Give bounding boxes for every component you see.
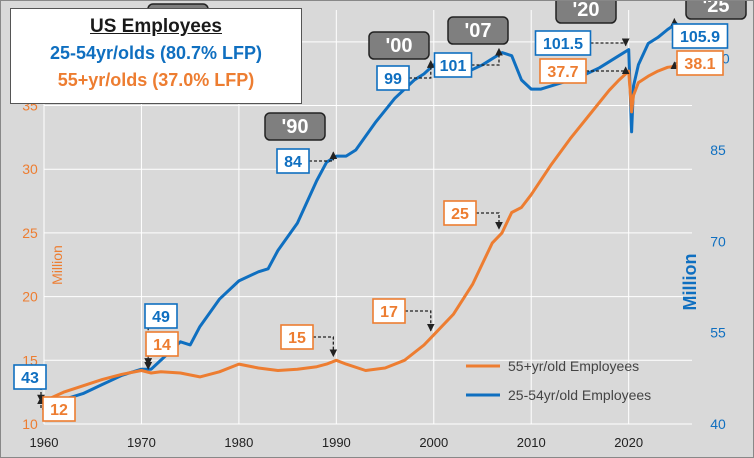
x-tick-label: 2020 [614,435,643,450]
left-tick-label: 20 [22,289,38,305]
older-value-callout-label: 14 [153,337,171,354]
year-callout-label: '07 [464,20,491,42]
prime-value-callout-leader [309,151,338,162]
prime-value-callout-label: 99 [384,71,402,88]
older-value-callout-label: 25 [451,206,469,223]
title-box: US Employees 25-54yr/olds (80.7% LFP) 55… [10,8,302,104]
year-callout-box [685,0,747,20]
older-value-callout-box [42,396,76,422]
prime-value-callout-box [376,65,410,91]
older-value-callout-box [443,200,477,226]
prime-value-callout-label: 101 [440,58,467,75]
older-value-callout-label: 12 [50,402,68,419]
right-tick-label: 55 [710,325,726,341]
right-tick-label: 85 [710,142,726,158]
prime-age-subtitle: 25-54yr/olds (80.7% LFP) [49,43,263,63]
x-tick-label: 1990 [322,435,351,450]
older-value-callout-label: 15 [288,330,306,347]
x-tick-label: 1970 [127,435,156,450]
older-value-callout-box [280,324,314,350]
older-value-callout-leader [313,336,338,358]
prime-value-callout-label: 49 [152,309,170,326]
prime-value-callout-leader [471,47,503,66]
prime-value-callout-box [13,364,47,390]
older-value-callout-leader [144,343,178,370]
older-value-callout-label: 17 [380,304,398,321]
year-callout-label: '25 [702,0,729,17]
right-tick-label: 70 [710,233,726,249]
older-value-callout-leader [586,66,630,75]
prime-value-callout-label: 43 [21,370,39,387]
prime-value-callout-leader [409,60,435,79]
older-value-callout-leader [476,212,503,230]
older-value-callout-box [145,331,179,357]
year-callout-label: '20 [572,0,599,21]
left-tick-label: 30 [22,161,38,177]
prime-value-callout-box [144,303,178,329]
series-line-55-plus [43,64,678,403]
right-tick-label: 40 [710,416,726,432]
left-tick-label: 10 [22,416,38,432]
prime-value-callout-box [276,148,310,174]
chart-title: US Employees [90,16,222,37]
legend-label-25-54: 25-54yr/old Employees [508,387,651,403]
year-callout-label: '00 [385,35,412,57]
year-callout-label: '90 [281,116,308,138]
left-tick-label: 25 [22,225,38,241]
older-value-callout-label: 38.1 [684,56,715,73]
year-callout-box [555,0,617,24]
year-callout-box [264,112,326,141]
older-value-callout-box [539,58,587,84]
left-axis-label: Million [49,245,65,285]
older-value-callout-box [372,298,406,324]
year-callout-box [368,31,430,60]
prime-value-callout-leader [590,38,630,47]
older-value-callout-box [676,50,724,76]
year-callout-box [447,16,509,45]
prime-value-callout-label: 105.9 [680,29,720,46]
prime-value-callout-box [534,30,592,56]
older-subtitle: 55+yr/olds (37.0% LFP) [57,70,255,90]
older-value-callout-leader [405,310,435,332]
x-tick-label: 2010 [517,435,546,450]
older-value-callout-label: 37.7 [547,64,578,81]
prime-value-callout-label: 84 [284,154,302,171]
x-tick-label: 2000 [419,435,448,450]
legend-label-55-plus: 55+yr/old Employees [508,358,639,374]
right-axis-label: Million [680,254,700,311]
prime-value-callout-box [433,52,473,78]
prime-value-callout-box [671,23,729,49]
x-tick-label: 1960 [30,435,59,450]
prime-value-callout-label: 101.5 [543,36,583,53]
x-tick-label: 1980 [224,435,253,450]
